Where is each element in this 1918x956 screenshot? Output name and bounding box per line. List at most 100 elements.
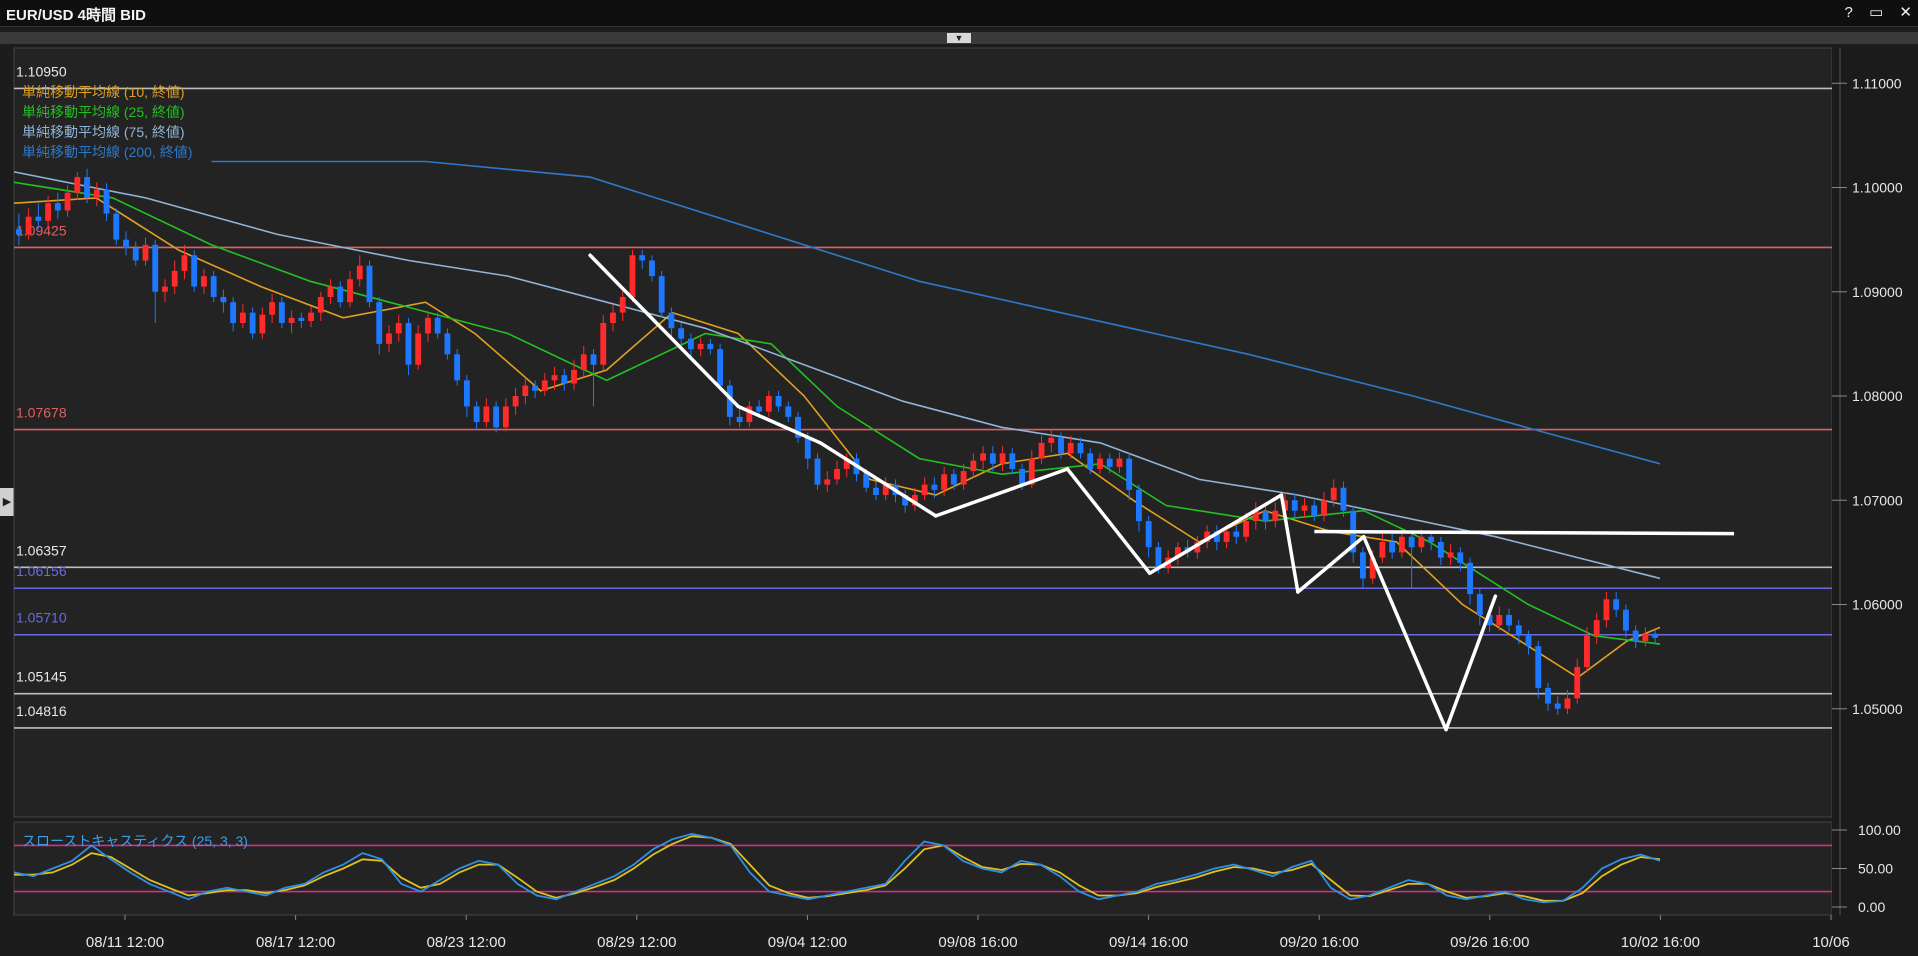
maximize-icon[interactable]: ▭	[1869, 4, 1884, 21]
candle-body	[230, 302, 237, 324]
candle-body	[1116, 458, 1123, 467]
candle-body	[726, 385, 733, 417]
candle-body	[278, 302, 285, 324]
candle-body	[1038, 442, 1045, 459]
candle-body	[239, 312, 246, 324]
stochastic-label: スローストキャスティクス (25, 3, 3)	[22, 833, 248, 849]
y-tick-label-1: 1.10000	[1852, 180, 1903, 196]
candle-body	[921, 484, 928, 496]
candle-body	[1301, 505, 1308, 511]
candle-body	[1535, 646, 1542, 688]
candle-body	[707, 343, 714, 350]
hline-label-0: 1.10950	[16, 63, 67, 79]
candle-body	[1389, 541, 1396, 553]
candle-body	[123, 239, 129, 248]
candle-body	[1447, 552, 1454, 558]
candle-body	[1496, 614, 1503, 626]
candle-body	[1233, 531, 1240, 537]
candle-body	[308, 312, 314, 321]
stoch-y-tick-label-2: 0.00	[1858, 899, 1885, 915]
candle-body	[795, 416, 801, 438]
candle-body	[1437, 541, 1444, 558]
x-tick-label-9: 10/02 16:00	[1621, 934, 1700, 951]
candle-body	[1058, 437, 1064, 454]
candle-body	[658, 276, 665, 313]
hline-label-7: 1.04816	[16, 703, 67, 719]
main-plot-bg	[13, 47, 1833, 818]
y-tick-label-4: 1.07000	[1852, 492, 1903, 508]
stochastic-indicator: スローストキャスティクス (25, 3, 3) 100.00 50.00 0.00	[13, 822, 1901, 915]
window-titlebar: EUR/USD 4時間 BID ? ▭ ✕	[0, 0, 1918, 27]
candle-body	[142, 244, 149, 261]
candle-body	[1476, 594, 1483, 615]
moving-averages	[13, 160, 1661, 679]
candle-body	[1545, 687, 1551, 704]
close-icon[interactable]: ✕	[1899, 4, 1912, 21]
candle-body	[15, 229, 22, 235]
hline-label-2: 1.07678	[16, 405, 67, 421]
candle-body	[425, 317, 431, 334]
candle-body	[1262, 510, 1269, 522]
candle-body	[834, 468, 840, 480]
candle-body	[84, 177, 90, 198]
candle-body	[1067, 442, 1074, 454]
candle-body	[54, 203, 61, 211]
candle-body	[902, 495, 909, 506]
candle-body	[619, 296, 626, 313]
candle-body	[502, 406, 509, 428]
candle-body	[162, 286, 168, 292]
side-panel-handle[interactable]: ▶	[0, 488, 14, 516]
candle-body	[960, 471, 967, 485]
trend-line-3	[934, 467, 1070, 518]
candle-body	[610, 312, 616, 324]
candle-body	[785, 406, 792, 417]
candle-body	[687, 338, 694, 350]
candle-body	[814, 458, 821, 485]
candle-body	[756, 406, 763, 412]
candle-body	[25, 216, 32, 235]
trend-line-0	[588, 253, 740, 409]
candle-body	[1369, 557, 1376, 579]
candle-body	[639, 255, 646, 261]
candle-body	[717, 349, 724, 386]
candle-body	[873, 487, 879, 496]
candle-body	[386, 333, 392, 344]
candle-body	[999, 453, 1006, 464]
sma-line-10	[13, 197, 1661, 679]
candle-body	[1632, 630, 1639, 641]
candle-body	[1243, 521, 1249, 537]
trend-line-6	[1279, 493, 1300, 594]
candle-body	[181, 255, 188, 271]
candle-body	[347, 279, 353, 303]
candle-body	[580, 354, 587, 370]
y-tick-label-0: 1.11000	[1852, 75, 1902, 91]
candle-body	[1282, 500, 1288, 511]
y-tick-label-5: 1.06000	[1852, 597, 1903, 613]
collapse-toggle-button[interactable]: ▼	[947, 33, 971, 43]
help-icon[interactable]: ?	[1844, 4, 1853, 21]
candle-body	[1330, 487, 1337, 501]
x-tick-label-2: 08/23 12:00	[427, 934, 506, 951]
candle-body	[1574, 667, 1581, 699]
stoch-y-tick-label-1: 50.00	[1858, 861, 1893, 877]
candle-body	[1321, 500, 1327, 516]
candle-body	[1155, 547, 1162, 569]
candle-body	[1340, 487, 1347, 511]
x-tick-label-4: 09/04 12:00	[768, 934, 847, 951]
trend-line-8	[1361, 534, 1448, 732]
trend-annotations	[588, 253, 1735, 732]
candle-body	[765, 396, 772, 412]
candle-body	[1379, 541, 1386, 558]
candle-body	[1097, 458, 1103, 469]
y-axis-bg	[1832, 48, 1918, 915]
x-tick-label-8: 09/26 16:00	[1450, 934, 1529, 951]
candle-body	[649, 260, 655, 277]
candle-body	[736, 416, 743, 423]
x-tick-label-3: 08/29 12:00	[597, 934, 676, 951]
hline-label-5: 1.05710	[16, 610, 67, 626]
trend-line-7	[1296, 534, 1366, 594]
candle-body	[45, 203, 52, 221]
candle-body	[191, 255, 198, 287]
candle-body	[220, 296, 227, 303]
